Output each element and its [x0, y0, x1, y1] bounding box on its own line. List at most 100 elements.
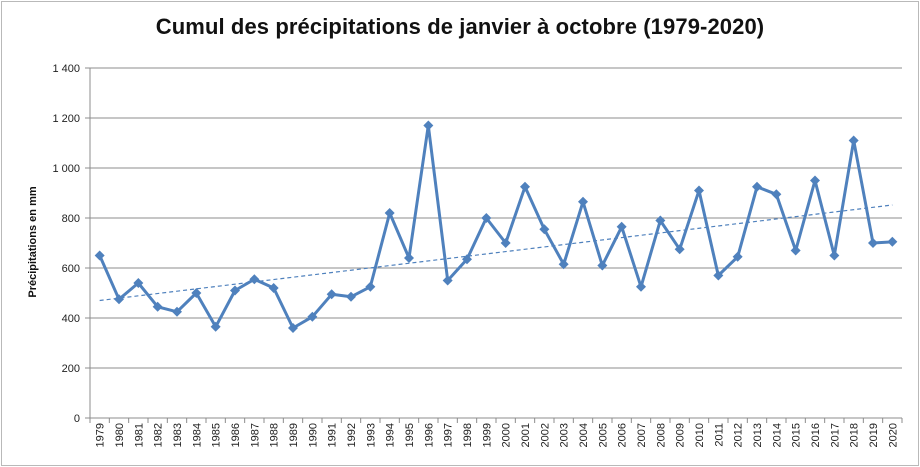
- x-tick-label: 1986: [230, 423, 242, 447]
- data-point: [790, 245, 801, 256]
- data-point: [268, 283, 279, 293]
- data-point: [636, 281, 646, 292]
- y-axis-label: Précipitations en mm: [27, 186, 39, 297]
- y-tick-labels: 0 200 400 600 800 1 000 1 200 1 400: [52, 63, 80, 425]
- gridlines: [90, 67, 902, 369]
- data-point: [810, 175, 820, 186]
- data-point: [423, 120, 434, 131]
- data-point: [829, 250, 840, 261]
- data-point: [404, 253, 414, 263]
- x-tick-label: 1989: [288, 423, 300, 447]
- x-tick-label: 2001: [520, 423, 532, 447]
- x-tick-label: 1985: [211, 423, 223, 447]
- x-tick-label: 2007: [636, 423, 648, 447]
- x-tick-label: 2018: [849, 423, 861, 447]
- data-point: [288, 323, 298, 333]
- data-point: [365, 281, 376, 292]
- data-point: [655, 215, 666, 226]
- x-tick-label: 1988: [269, 423, 281, 447]
- data-point: [694, 185, 704, 196]
- x-tick-label: 2013: [752, 423, 764, 447]
- y-tick-label: 1 400: [52, 63, 80, 75]
- data-point: [752, 181, 762, 192]
- x-tick-label: 1990: [307, 423, 319, 447]
- y-tick-label: 600: [62, 263, 80, 275]
- data-point: [230, 285, 240, 296]
- data-point: [210, 321, 221, 332]
- data-point: [152, 301, 163, 312]
- x-tick-label: 2011: [713, 423, 725, 447]
- x-tick-label: 2020: [887, 423, 899, 447]
- data-point: [346, 291, 356, 302]
- series-group: [98, 124, 893, 330]
- x-tick-label: 2014: [771, 423, 783, 447]
- x-tick-label: 1991: [327, 423, 339, 447]
- data-point: [384, 208, 395, 218]
- axes: [85, 67, 903, 423]
- chart-title: Cumul des précipitations de janvier à oc…: [155, 14, 765, 39]
- x-tick-label: 1987: [249, 423, 261, 447]
- data-point: [868, 238, 878, 248]
- x-tick-label: 2010: [694, 423, 706, 447]
- x-tick-label: 1999: [481, 423, 493, 447]
- x-tick-label: 2016: [810, 423, 822, 447]
- data-point: [462, 254, 472, 265]
- data-point: [481, 213, 492, 223]
- x-tick-labels: 1979 1980 1981 1982 1983 1984 1985 1986 1987 1988…: [95, 423, 900, 447]
- x-tick-label: 1979: [95, 423, 107, 447]
- y-tick-label: 1 200: [52, 113, 80, 125]
- data-point: [674, 244, 685, 255]
- data-point: [191, 288, 202, 298]
- x-tick-label: 2003: [559, 423, 571, 447]
- data-point: [578, 196, 588, 207]
- y-tick-label: 400: [62, 313, 80, 325]
- data-point: [307, 311, 318, 322]
- x-tick-label: 2009: [675, 423, 687, 447]
- markers-group: [94, 120, 898, 333]
- x-tick-label: 1992: [346, 423, 358, 447]
- y-tick-label: 1 000: [52, 163, 80, 175]
- data-point: [848, 135, 859, 146]
- trendline: [99, 204, 893, 302]
- x-tick-label: 1995: [404, 423, 416, 447]
- x-tick-label: 2006: [617, 423, 629, 447]
- x-tick-label: 2004: [578, 423, 590, 447]
- data-point: [539, 224, 550, 235]
- y-tick-label: 800: [62, 213, 80, 225]
- x-tick-label: 1982: [153, 423, 165, 447]
- y-tick-label: 200: [62, 363, 80, 375]
- series-line: [98, 124, 893, 330]
- data-point: [133, 278, 144, 288]
- data-point: [558, 259, 569, 270]
- data-point: [172, 306, 182, 317]
- data-point: [887, 236, 898, 247]
- x-tick-label: 1980: [114, 423, 126, 447]
- trendline-group: [99, 204, 893, 302]
- data-point: [732, 251, 743, 262]
- x-tick-label: 2008: [655, 423, 667, 447]
- x-tick-label: 1997: [443, 423, 455, 447]
- data-point: [326, 289, 337, 300]
- x-tick-label: 1984: [191, 423, 203, 447]
- x-tick-label: 1993: [365, 423, 377, 447]
- data-point: [94, 250, 105, 261]
- data-point: [771, 189, 782, 200]
- y-tick-label: 0: [74, 413, 80, 425]
- x-tick-label: 2005: [597, 423, 609, 447]
- data-point: [597, 260, 608, 271]
- data-point: [442, 275, 453, 286]
- x-tick-label: 1994: [385, 423, 397, 447]
- x-tick-label: 1998: [462, 423, 474, 447]
- x-tick-label: 2019: [868, 423, 880, 447]
- data-point: [249, 274, 260, 285]
- x-tick-label: 1983: [172, 423, 184, 447]
- x-tick-label: 2017: [829, 423, 841, 447]
- x-tick-label: 2000: [501, 423, 513, 447]
- x-tick-label: 1981: [133, 423, 145, 447]
- x-tick-label: 2012: [733, 423, 745, 447]
- data-point: [713, 270, 724, 281]
- data-point: [114, 294, 124, 305]
- data-point: [520, 181, 530, 192]
